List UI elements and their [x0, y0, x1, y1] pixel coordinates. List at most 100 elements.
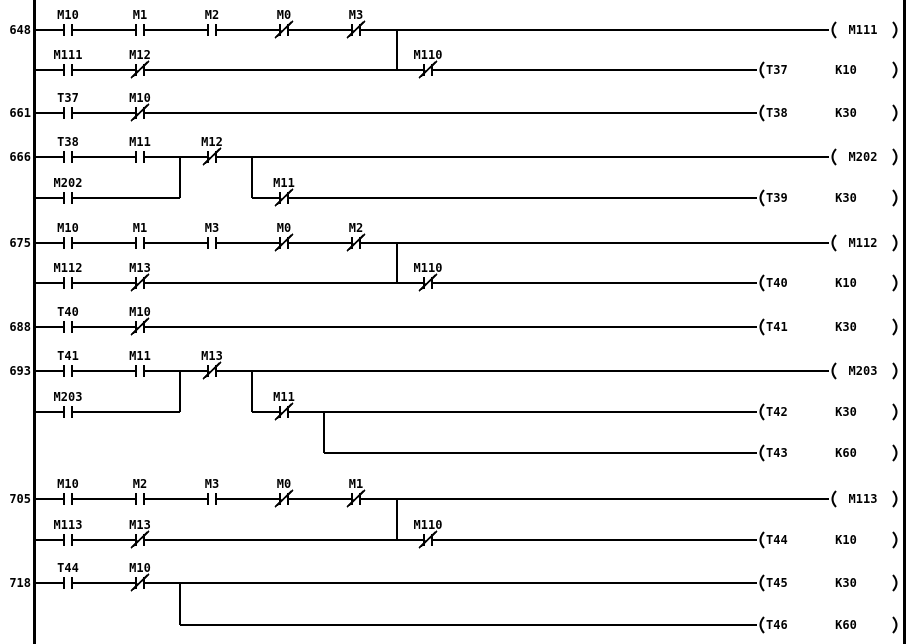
contact-M1-nc[interactable]: M1	[346, 477, 366, 508]
coil-M113[interactable]: M113	[831, 490, 898, 508]
contact-M13-nc[interactable]: M13	[129, 261, 151, 292]
contact-gap	[65, 410, 71, 414]
contact-M0-nc[interactable]: M0	[274, 8, 294, 39]
contact-label: M10	[129, 305, 151, 319]
contact-M3-nc[interactable]: M3	[346, 8, 366, 39]
contact-gap	[209, 497, 215, 501]
contact-label: M10	[129, 561, 151, 575]
contact-T40-no[interactable]: T40	[57, 305, 79, 333]
contact-M112-no[interactable]: M112	[54, 261, 83, 289]
contact-M3-no[interactable]: M3	[205, 477, 219, 505]
contact-label: M0	[277, 8, 291, 22]
contact-label: T41	[57, 349, 79, 363]
coil-T39[interactable]: T39 K30	[759, 189, 898, 207]
contact-M113-no[interactable]: M113	[54, 518, 83, 546]
contact-M3-no[interactable]: M3	[205, 221, 219, 249]
nc-slash	[346, 20, 366, 39]
contact-label: M0	[277, 477, 291, 491]
contact-M10-no[interactable]: M10	[57, 8, 79, 36]
contact-M2-nc[interactable]: M2	[346, 221, 366, 252]
contact-T38-no[interactable]: T38	[57, 135, 79, 163]
coil-close-paren	[892, 274, 898, 292]
coil-T37[interactable]: T37 K10	[759, 61, 898, 79]
coil-label: T37	[766, 63, 788, 77]
contact-M11-no[interactable]: M11	[129, 349, 151, 377]
contact-M12-nc[interactable]: M12	[201, 135, 223, 166]
contact-gap	[65, 497, 71, 501]
coil-open-paren	[759, 574, 765, 592]
contact-M10-nc[interactable]: M10	[129, 561, 151, 592]
coil-T38[interactable]: T38 K30	[759, 104, 898, 122]
contact-M10-no[interactable]: M10	[57, 477, 79, 505]
contact-M110-nc[interactable]: M110	[414, 261, 443, 292]
contact-M10-nc[interactable]: M10	[129, 305, 151, 336]
contact-label: M3	[205, 477, 219, 491]
contact-M1-no[interactable]: M1	[133, 8, 147, 36]
contact-M110-nc[interactable]: M110	[414, 518, 443, 549]
coil-T42[interactable]: T42 K30	[759, 403, 898, 421]
contact-M0-nc[interactable]: M0	[274, 477, 294, 508]
contact-gap	[209, 241, 215, 245]
coil-close-paren	[892, 318, 898, 336]
contact-label: M110	[414, 261, 443, 275]
contact-M11-nc[interactable]: M11	[273, 176, 295, 207]
contact-M111-no[interactable]: M111	[54, 48, 83, 76]
coil-close-paren	[892, 444, 898, 462]
contact-M2-no[interactable]: M2	[205, 8, 219, 36]
coil-label: T38	[766, 106, 788, 120]
contact-T41-no[interactable]: T41	[57, 349, 79, 377]
coil-label: T43	[766, 446, 788, 460]
contact-M13-nc[interactable]: M13	[129, 518, 151, 549]
contact-label: M110	[414, 48, 443, 62]
coil-close-paren	[892, 362, 898, 380]
coil-open-paren	[759, 403, 765, 421]
coil-preset: K10	[835, 63, 857, 77]
contact-M11-no[interactable]: M11	[129, 135, 151, 163]
contact-label: M112	[54, 261, 83, 275]
contact-M12-nc[interactable]: M12	[129, 48, 151, 79]
rung-number: 648	[9, 23, 31, 37]
contact-M203-no[interactable]: M203	[54, 390, 83, 418]
coil-M203[interactable]: M203	[831, 362, 898, 380]
coil-T41[interactable]: T41 K30	[759, 318, 898, 336]
coil-T46[interactable]: T46 K60	[759, 616, 898, 634]
contact-M10-nc[interactable]: M10	[129, 91, 151, 122]
contact-gap	[137, 28, 143, 32]
contact-T44-no[interactable]: T44	[57, 561, 79, 589]
contact-M202-no[interactable]: M202	[54, 176, 83, 204]
nc-slash	[202, 147, 222, 166]
coil-T44[interactable]: T44 K10	[759, 531, 898, 549]
contact-M13-nc[interactable]: M13	[201, 349, 223, 380]
rung-number: 661	[9, 106, 31, 120]
coil-M202[interactable]: M202	[831, 148, 898, 166]
coil-close-paren	[892, 403, 898, 421]
coil-T45[interactable]: T45 K30	[759, 574, 898, 592]
nc-slash	[130, 317, 150, 336]
contact-label: M10	[57, 477, 79, 491]
contact-label: M111	[54, 48, 83, 62]
contact-M10-no[interactable]: M10	[57, 221, 79, 249]
contact-label: M13	[201, 349, 223, 363]
contact-M110-nc[interactable]: M110	[414, 48, 443, 79]
coil-open-paren	[831, 234, 837, 252]
coil-label: T41	[766, 320, 788, 334]
coil-T40[interactable]: T40 K10	[759, 274, 898, 292]
coil-M112[interactable]: M112	[831, 234, 898, 252]
coil-T43[interactable]: T43 K60	[759, 444, 898, 462]
contact-M1-no[interactable]: M1	[133, 221, 147, 249]
contact-label: M2	[205, 8, 219, 22]
coil-open-paren	[759, 616, 765, 634]
contact-gap	[209, 28, 215, 32]
contact-M2-no[interactable]: M2	[133, 477, 147, 505]
coil-open-paren	[831, 362, 837, 380]
contact-M11-nc[interactable]: M11	[273, 390, 295, 421]
rung-693: 693 T41 M11 M13 M203 M203 M11 T42 K30 T43 K60	[9, 349, 898, 462]
contact-label: M1	[349, 477, 363, 491]
contact-M0-nc[interactable]: M0	[274, 221, 294, 252]
contact-gap	[65, 68, 71, 72]
coil-M111[interactable]: M111	[831, 21, 898, 39]
contact-T37-no[interactable]: T37	[57, 91, 79, 119]
rung-number: 688	[9, 320, 31, 334]
contact-gap	[65, 538, 71, 542]
